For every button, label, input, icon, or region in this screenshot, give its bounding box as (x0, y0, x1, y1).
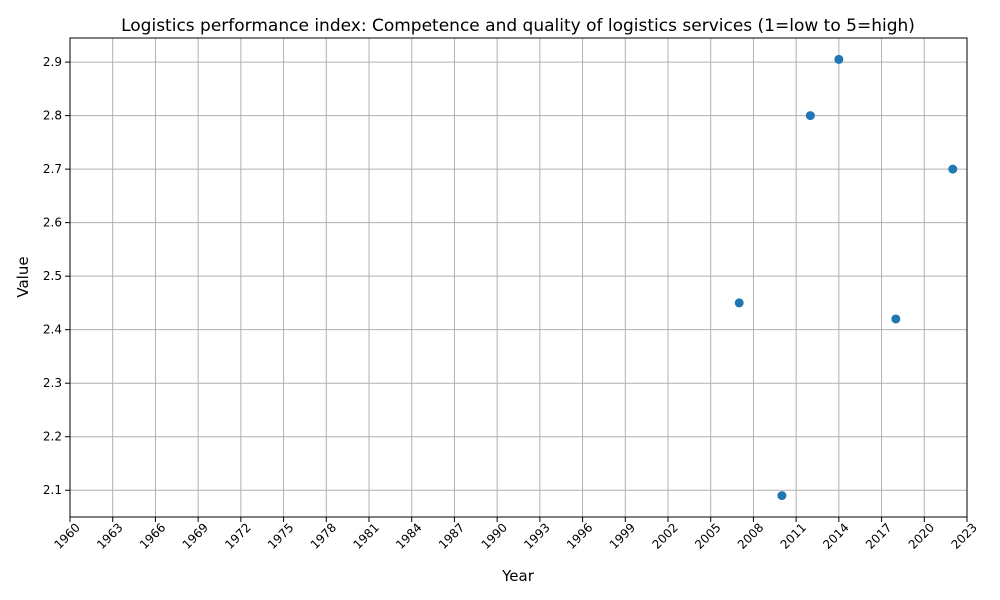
x-tick-label: 2002 (649, 520, 680, 551)
data-points (734, 54, 958, 501)
y-tick-label: 2.8 (43, 109, 62, 123)
x-tick-label: 1960 (51, 520, 82, 551)
y-tick-label: 2.2 (43, 430, 62, 444)
data-point (948, 164, 958, 174)
data-point (805, 111, 815, 121)
x-axis-label: Year (501, 567, 535, 585)
y-axis-label: Value (14, 256, 32, 297)
x-tick-label: 1963 (94, 520, 125, 551)
x-tick-label: 1975 (265, 520, 296, 551)
x-tick-label: 1987 (436, 520, 467, 551)
x-tick-label: 1978 (308, 520, 339, 551)
x-tick-label: 1999 (607, 520, 638, 551)
x-tick-label: 1990 (479, 520, 510, 551)
chart-title: Logistics performance index: Competence … (121, 16, 915, 36)
x-tick-label: 2005 (692, 520, 723, 551)
x-tick-label: 2023 (948, 520, 979, 551)
y-tick-label: 2.1 (43, 483, 62, 497)
data-point (777, 491, 787, 501)
x-tick-label: 1996 (564, 520, 595, 551)
x-tick-label: 2017 (863, 520, 894, 551)
y-tick-label: 2.7 (43, 162, 62, 176)
plot-frame (69, 37, 968, 518)
data-point (891, 314, 901, 324)
x-tick-label: 1972 (222, 520, 253, 551)
y-tick-label: 2.3 (43, 376, 62, 390)
data-point (834, 54, 844, 64)
x-tick-label: 1981 (350, 520, 381, 551)
x-tick-label: 2020 (906, 520, 937, 551)
y-tick-label: 2.4 (43, 323, 62, 337)
x-tick-label: 1993 (521, 520, 552, 551)
y-tick-label: 2.6 (43, 216, 62, 230)
y-tick-label: 2.9 (43, 55, 62, 69)
x-tick-label: 2008 (735, 520, 766, 551)
data-point (734, 298, 744, 308)
x-tick-label: 1984 (393, 520, 424, 551)
x-tick-label: 1969 (180, 520, 211, 551)
grid (69, 38, 968, 517)
y-tick-label: 2.5 (43, 269, 62, 283)
x-tick-label: 2014 (820, 520, 851, 551)
ticks: 1960 1963 1966 1969 1972 1975 1978 1981 1984 1987… (43, 55, 980, 552)
x-tick-label: 1966 (137, 520, 168, 551)
x-tick-label: 2011 (778, 520, 809, 551)
